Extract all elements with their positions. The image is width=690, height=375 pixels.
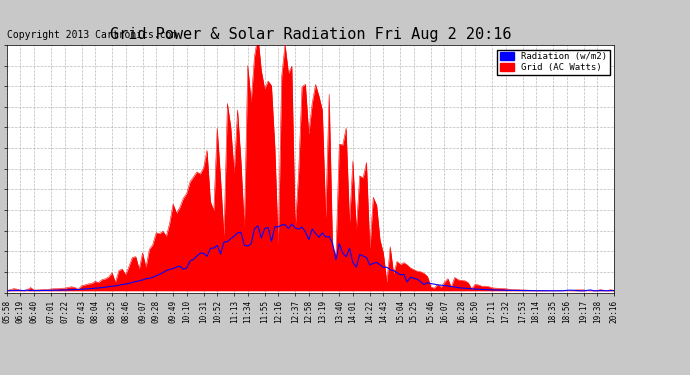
Legend: Radiation (w/m2), Grid (AC Watts): Radiation (w/m2), Grid (AC Watts)	[497, 50, 609, 75]
Text: Copyright 2013 Cartronics.com: Copyright 2013 Cartronics.com	[7, 30, 177, 39]
Title: Grid Power & Solar Radiation Fri Aug 2 20:16: Grid Power & Solar Radiation Fri Aug 2 2…	[110, 27, 511, 42]
